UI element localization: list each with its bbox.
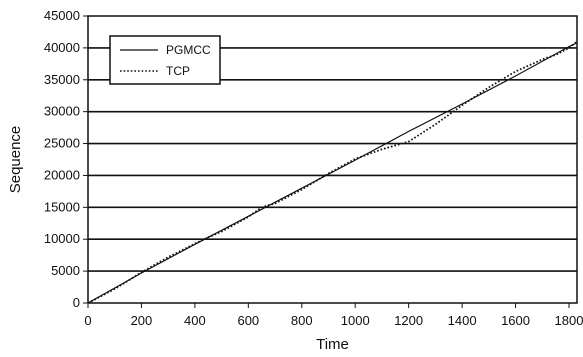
y-tick-label: 30000 [44, 104, 80, 119]
x-tick-label: 1200 [394, 313, 423, 328]
x-tick-label: 0 [84, 313, 91, 328]
series-line-pgmcc [87, 42, 578, 304]
legend-label-pgmcc: PGMCC [166, 43, 211, 57]
legend-box [109, 35, 221, 85]
x-tick-label: 400 [184, 313, 206, 328]
x-tick-label: 1800 [555, 313, 583, 328]
x-axis-title: Time [316, 336, 349, 353]
y-axis-ticks: 0 5000 10000 15000 20000 25000 30000 35000 40000… [44, 8, 88, 310]
y-tick-label: 45000 [44, 8, 80, 23]
x-tick-label: 600 [237, 313, 259, 328]
plot-frame [87, 15, 578, 304]
y-tick-label: 15000 [44, 199, 80, 214]
y-tick-label: 0 [73, 295, 80, 310]
x-tick-label: 1600 [501, 313, 530, 328]
series-line-tcp [87, 40, 578, 304]
x-tick-label: 800 [291, 313, 313, 328]
series-layer [87, 40, 578, 304]
x-tick-label: 200 [131, 313, 153, 328]
y-tick-label: 25000 [44, 136, 80, 151]
y-tick-label: 20000 [44, 167, 80, 182]
legend-label-tcp: TCP [166, 64, 190, 78]
y-tick-label: 5000 [51, 263, 80, 278]
x-axis-ticks: 0 200 400 600 800 1000 1200 1400 1600 1800 [84, 303, 583, 328]
y-tick-label: 35000 [44, 72, 80, 87]
x-tick-label: 1000 [341, 313, 370, 328]
legend: PGMCC TCP [109, 35, 221, 85]
y-tick-label: 10000 [44, 231, 80, 246]
x-tick-label: 1400 [448, 313, 477, 328]
y-tick-label: 40000 [44, 40, 80, 55]
y-axis-title: Sequence [7, 126, 24, 194]
